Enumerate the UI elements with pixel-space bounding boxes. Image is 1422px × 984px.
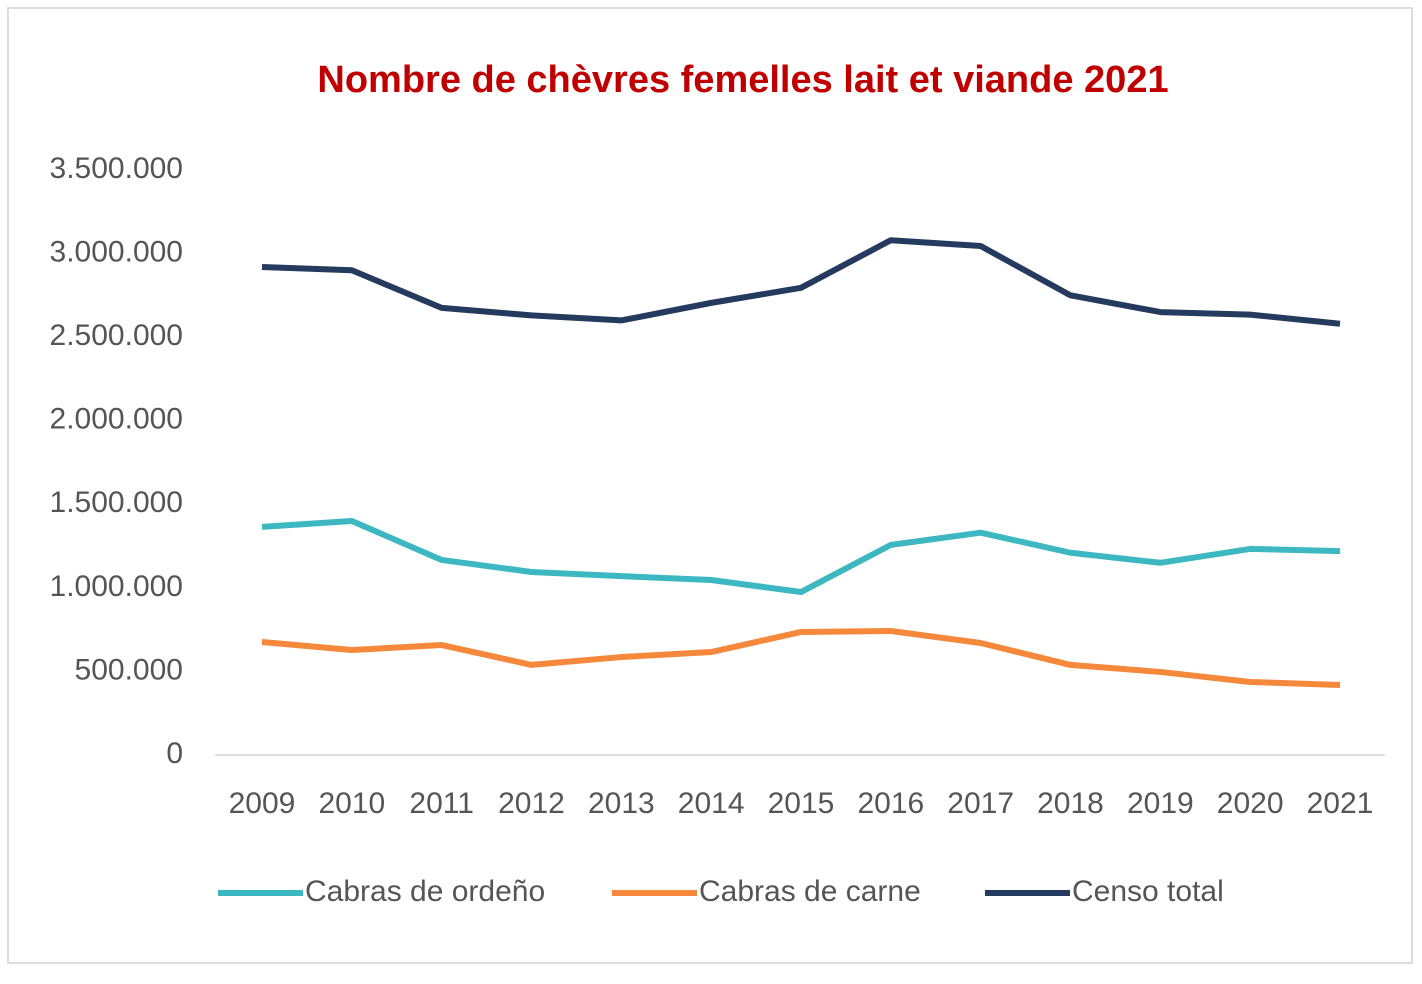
x-tick-label: 2017 [947, 787, 1014, 820]
x-tick-label: 2012 [498, 787, 565, 820]
x-tick-label: 2018 [1037, 787, 1104, 820]
x-tick-label: 2011 [409, 787, 474, 820]
y-tick-label: 1.000.000 [50, 570, 183, 603]
x-tick-label: 2014 [678, 787, 745, 820]
chart-frame [7, 7, 1413, 964]
x-tick-label: 2020 [1217, 787, 1284, 820]
y-tick-label: 2.500.000 [50, 319, 183, 352]
legend-label: Censo total [1072, 875, 1224, 908]
y-tick-label: 3.000.000 [50, 235, 183, 268]
line-series [261, 237, 1341, 327]
y-tick-label: 0 [166, 737, 183, 770]
y-tick-label: 3.500.000 [50, 152, 183, 185]
y-tick-label: 2.000.000 [50, 403, 183, 436]
x-tick-label: 2009 [229, 787, 296, 820]
chart-title: Nombre de chèvres femelles lait et viand… [317, 59, 1168, 101]
legend-label: Cabras de carne [699, 875, 921, 908]
legend-label: Cabras de ordeño [305, 875, 545, 908]
y-tick-label: 500.000 [75, 653, 183, 686]
x-tick-label: 2019 [1127, 787, 1194, 820]
x-tick-label: 2015 [768, 787, 835, 820]
x-tick-label: 2021 [1307, 787, 1374, 820]
x-tick-label: 2013 [588, 787, 655, 820]
line-series [261, 518, 1341, 596]
x-tick-label: 2016 [857, 787, 924, 820]
line-series [261, 627, 1341, 688]
x-tick-label: 2010 [318, 787, 385, 820]
y-tick-label: 1.500.000 [50, 486, 183, 519]
